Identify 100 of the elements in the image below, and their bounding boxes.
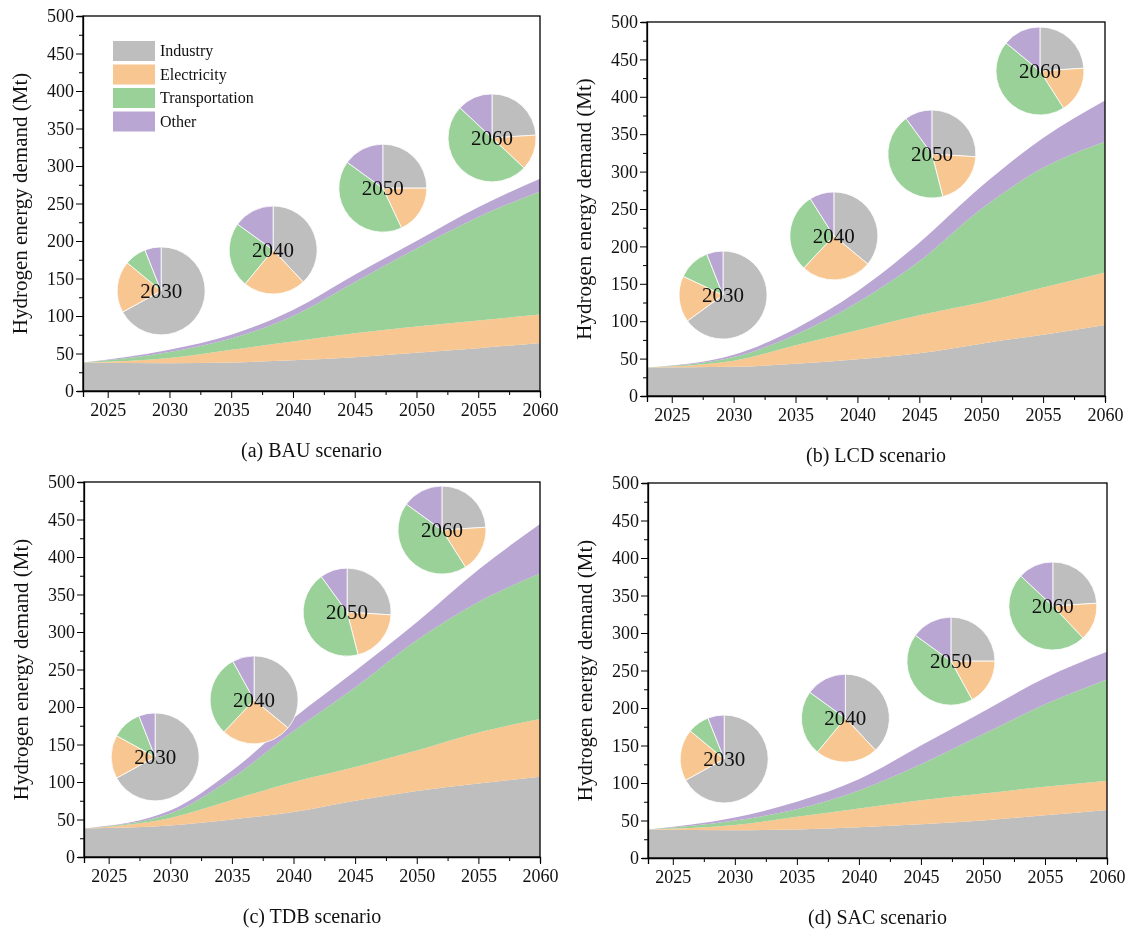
y-tick-label: 50 xyxy=(620,348,638,369)
y-tick-label: 150 xyxy=(611,274,638,295)
y-tick-label: 350 xyxy=(611,124,638,145)
y-axis-title: Hydrogen energy demand (Mt) xyxy=(572,78,596,340)
y-tick-label: 500 xyxy=(48,472,75,493)
y-axis-title: Hydrogen energy demand (Mt) xyxy=(9,538,33,801)
x-tick-label: 2040 xyxy=(839,405,876,426)
y-tick-label: 350 xyxy=(48,584,75,605)
y-axis-title: Hydrogen energy demand (Mt) xyxy=(573,539,597,802)
legend-label: Other xyxy=(160,112,198,130)
x-tick-label: 2060 xyxy=(522,400,559,421)
legend-label: Transportation xyxy=(160,89,254,107)
text: 2060 xyxy=(1018,59,1061,84)
y-tick-label: 450 xyxy=(612,510,639,531)
x-tick-label: 2055 xyxy=(460,400,497,421)
x-tick-label: 2030 xyxy=(716,405,753,426)
x-tick-label: 2060 xyxy=(522,866,559,887)
legend-label: Industry xyxy=(160,42,214,60)
y-tick-label: 0 xyxy=(630,848,639,869)
y-tick-label: 350 xyxy=(612,585,639,606)
text: 2050 xyxy=(361,176,404,201)
text: (c) TDB scenario xyxy=(242,905,382,928)
y-tick-label: 200 xyxy=(48,697,75,718)
text: 2050 xyxy=(929,649,972,674)
x-tick-label: 2025 xyxy=(90,400,127,421)
x-tick-label: 2040 xyxy=(275,400,312,421)
text: 2030 xyxy=(702,283,745,308)
y-tick-label: 300 xyxy=(48,622,75,643)
text: 2050 xyxy=(326,600,369,625)
x-tick-label: 2035 xyxy=(778,405,815,426)
y-tick-label: 250 xyxy=(48,659,75,680)
y-tick-label: 500 xyxy=(47,6,74,27)
y-tick-label: 100 xyxy=(611,311,638,332)
legend-label: Electricity xyxy=(160,65,227,84)
text: (d) SAC scenario xyxy=(808,906,947,929)
y-tick-label: 300 xyxy=(611,161,638,182)
y-tick-label: 150 xyxy=(47,268,74,289)
x-tick-label: 2055 xyxy=(1025,405,1062,426)
y-tick-label: 100 xyxy=(48,772,75,793)
x-tick-label: 2055 xyxy=(460,866,497,887)
text: 2030 xyxy=(134,745,177,770)
x-tick-label: 2025 xyxy=(91,866,128,887)
y-tick-label: 400 xyxy=(48,547,75,568)
x-tick-label: 2040 xyxy=(276,866,313,887)
x-tick-label: 2030 xyxy=(152,866,189,887)
y-tick-label: 250 xyxy=(47,193,74,214)
text: (a) BAU scenario xyxy=(240,439,383,462)
y-tick-label: 250 xyxy=(612,660,639,681)
x-tick-label: 2045 xyxy=(903,867,940,888)
y-tick-label: 500 xyxy=(611,12,638,33)
y-tick-label: 450 xyxy=(611,49,638,70)
y-tick-label: 50 xyxy=(57,809,75,830)
text: 2060 xyxy=(420,518,463,543)
y-axis-title: Hydrogen energy demand (Mt) xyxy=(8,72,32,335)
x-tick-label: 2060 xyxy=(1089,867,1126,888)
x-tick-label: 2045 xyxy=(901,405,938,426)
y-tick-label: 500 xyxy=(612,473,639,494)
text: 2060 xyxy=(1031,594,1074,619)
x-tick-label: 2045 xyxy=(337,400,374,421)
x-tick-label: 2040 xyxy=(841,867,878,888)
x-tick-label: 2055 xyxy=(1027,867,1064,888)
y-tick-label: 0 xyxy=(66,847,75,868)
x-tick-label: 2030 xyxy=(151,400,188,421)
y-tick-label: 150 xyxy=(612,735,639,756)
x-tick-label: 2035 xyxy=(779,867,816,888)
text: 2030 xyxy=(703,747,746,772)
x-tick-label: 2050 xyxy=(398,400,435,421)
y-tick-label: 100 xyxy=(47,306,74,327)
x-tick-label: 2035 xyxy=(214,866,251,887)
y-tick-label: 450 xyxy=(47,43,74,64)
x-tick-label: 2060 xyxy=(1087,405,1124,426)
text: 2040 xyxy=(812,224,855,249)
text: 2040 xyxy=(233,688,276,713)
x-tick-label: 2045 xyxy=(337,866,374,887)
y-tick-label: 300 xyxy=(47,156,74,177)
y-tick-label: 400 xyxy=(612,548,639,569)
text: 2060 xyxy=(471,126,514,151)
y-tick-label: 450 xyxy=(48,509,75,530)
y-tick-label: 300 xyxy=(612,623,639,644)
text: (b) LCD scenario xyxy=(806,444,946,467)
y-tick-label: 200 xyxy=(47,231,74,252)
y-tick-label: 200 xyxy=(611,236,638,257)
y-tick-label: 50 xyxy=(56,343,74,364)
x-tick-label: 2050 xyxy=(963,405,1000,426)
y-tick-label: 350 xyxy=(47,118,74,139)
x-tick-label: 2035 xyxy=(213,400,250,421)
x-tick-label: 2050 xyxy=(399,866,436,887)
text: 2040 xyxy=(824,706,867,731)
x-tick-label: 2025 xyxy=(654,405,691,426)
x-tick-label: 2025 xyxy=(655,867,692,888)
x-tick-label: 2050 xyxy=(965,867,1002,888)
y-tick-label: 0 xyxy=(629,386,638,407)
y-tick-label: 50 xyxy=(621,810,639,831)
y-tick-label: 400 xyxy=(47,81,74,102)
text: 2050 xyxy=(910,142,953,167)
y-tick-label: 100 xyxy=(612,773,639,794)
y-tick-label: 200 xyxy=(612,698,639,719)
x-tick-label: 2030 xyxy=(717,867,754,888)
text: 2040 xyxy=(252,238,295,263)
y-tick-label: 150 xyxy=(48,734,75,755)
